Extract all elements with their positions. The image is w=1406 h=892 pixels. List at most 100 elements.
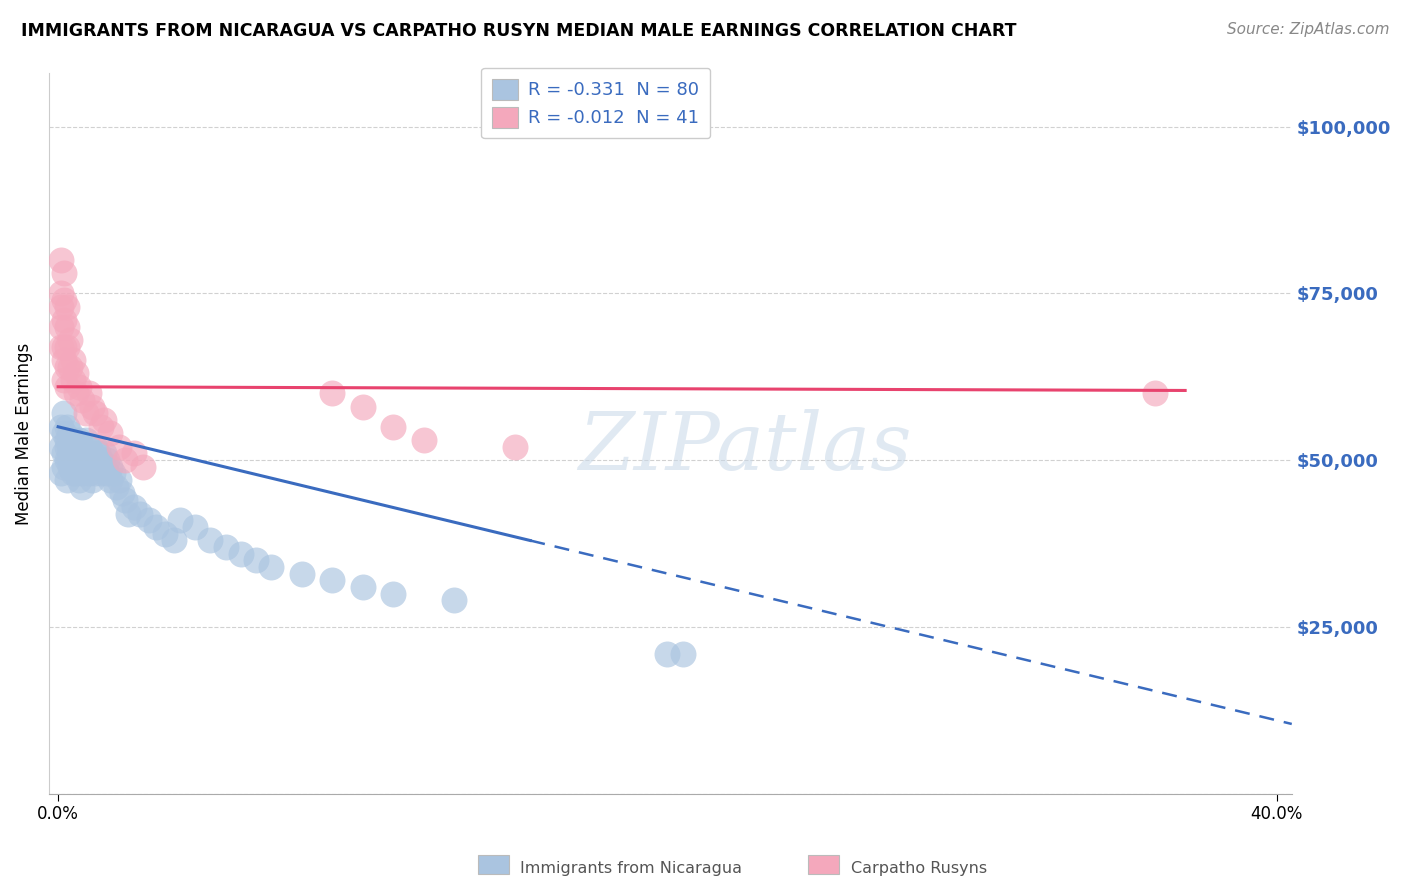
Point <box>72 440 94 454</box>
Y-axis label: Median Male Earnings: Median Male Earnings <box>15 343 32 524</box>
Point <box>49 440 72 454</box>
Point <box>98 459 121 474</box>
Point <box>382 586 405 600</box>
Point <box>56 340 79 354</box>
Point <box>65 453 87 467</box>
Point <box>90 453 112 467</box>
Point <box>671 647 693 661</box>
Point <box>86 459 108 474</box>
Point <box>56 440 79 454</box>
Point <box>62 373 84 387</box>
Point <box>56 319 79 334</box>
Point <box>90 419 112 434</box>
Point <box>62 353 84 368</box>
Point <box>62 467 84 481</box>
Point <box>67 433 90 447</box>
Point <box>83 440 105 454</box>
Point <box>75 446 97 460</box>
Point <box>72 480 94 494</box>
Point <box>90 467 112 481</box>
Point <box>56 300 79 314</box>
Point <box>96 467 118 481</box>
Point <box>56 433 79 447</box>
Point <box>65 386 87 401</box>
Point <box>108 473 131 487</box>
Point <box>75 433 97 447</box>
Point <box>67 473 90 487</box>
Point <box>49 467 72 481</box>
Point <box>72 467 94 481</box>
Point <box>49 419 72 434</box>
Point <box>83 467 105 481</box>
Point <box>56 380 79 394</box>
Point <box>80 459 103 474</box>
Point <box>83 453 105 467</box>
Point <box>163 533 186 548</box>
Text: Immigrants from Nicaragua: Immigrants from Nicaragua <box>520 862 742 876</box>
Point <box>77 440 100 454</box>
Point <box>86 446 108 460</box>
Point <box>114 493 136 508</box>
Legend: R = -0.331  N = 80, R = -0.012  N = 41: R = -0.331 N = 80, R = -0.012 N = 41 <box>481 68 710 138</box>
Point <box>122 500 145 514</box>
Point <box>72 453 94 467</box>
Text: Source: ZipAtlas.com: Source: ZipAtlas.com <box>1226 22 1389 37</box>
Point <box>59 359 82 374</box>
Point <box>53 353 76 368</box>
Point <box>229 547 252 561</box>
Point <box>49 286 72 301</box>
Point <box>291 566 314 581</box>
Point <box>62 459 84 474</box>
Point <box>53 293 76 307</box>
Point <box>200 533 222 548</box>
Point <box>657 647 679 661</box>
Point <box>59 333 82 347</box>
Point <box>129 507 152 521</box>
Point <box>65 467 87 481</box>
Point <box>1143 386 1166 401</box>
Point <box>214 540 236 554</box>
Point <box>53 446 76 460</box>
Point <box>75 459 97 474</box>
Point <box>80 400 103 414</box>
Point <box>53 373 76 387</box>
Point <box>59 426 82 441</box>
Point <box>83 406 105 420</box>
Point <box>321 573 343 587</box>
Point <box>443 593 465 607</box>
Point <box>59 446 82 460</box>
Point <box>260 560 283 574</box>
Point <box>132 459 155 474</box>
Point <box>122 446 145 460</box>
Point <box>77 467 100 481</box>
Point <box>62 453 84 467</box>
Point <box>56 473 79 487</box>
Point <box>145 520 167 534</box>
Point <box>98 473 121 487</box>
Point <box>108 440 131 454</box>
Point <box>111 486 134 500</box>
Text: IMMIGRANTS FROM NICARAGUA VS CARPATHO RUSYN MEDIAN MALE EARNINGS CORRELATION CHA: IMMIGRANTS FROM NICARAGUA VS CARPATHO RU… <box>21 22 1017 40</box>
Point <box>138 513 160 527</box>
Point <box>93 413 115 427</box>
Point <box>67 380 90 394</box>
Point <box>56 359 79 374</box>
Point <box>53 340 76 354</box>
Point <box>62 446 84 460</box>
Point <box>53 313 76 327</box>
Point <box>59 459 82 474</box>
Point <box>67 446 90 460</box>
Point <box>503 440 526 454</box>
Point <box>352 580 374 594</box>
Point <box>53 459 76 474</box>
Point <box>53 426 76 441</box>
Point <box>75 406 97 420</box>
Point <box>98 426 121 441</box>
Point <box>93 459 115 474</box>
Point <box>412 433 434 447</box>
Point <box>67 459 90 474</box>
Point <box>62 433 84 447</box>
Point <box>72 393 94 408</box>
Point <box>104 480 127 494</box>
Point <box>49 300 72 314</box>
